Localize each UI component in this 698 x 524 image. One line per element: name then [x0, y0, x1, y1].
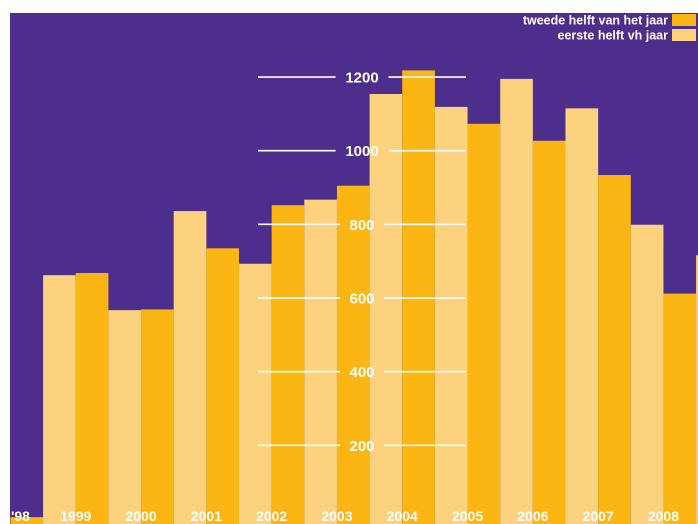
bar-second-half-7 [467, 123, 501, 524]
bar-second-half-10 [663, 293, 697, 524]
y-tick-label-0: 200 [349, 438, 374, 455]
bar-second-half-6 [402, 70, 435, 524]
legend-swatch-first-half [672, 29, 696, 41]
y-tick-label-5: 1200 [345, 70, 378, 87]
x-tick-label-10: 2008 [648, 508, 679, 524]
x-tick-label-9: 2007 [583, 508, 614, 524]
bar-second-half-1 [75, 272, 109, 524]
bar-first-half-10 [630, 224, 664, 524]
x-tick-label-8: 2006 [517, 508, 548, 524]
y-tick-label-2: 600 [349, 291, 374, 308]
x-tick-label-2: 2000 [125, 508, 156, 524]
bar-first-half-3 [173, 211, 207, 524]
bar-first-half-2 [108, 310, 142, 524]
y-tick-label-4: 1000 [345, 143, 378, 160]
bar-first-half-4 [239, 263, 272, 524]
bar-first-half-7 [434, 106, 468, 524]
bar-second-half-9 [598, 175, 631, 524]
bar-second-half-2 [141, 309, 174, 524]
y-axis: 200 400 600 800 1000 1200 [258, 70, 466, 455]
x-tick-label-6: 2004 [387, 508, 418, 524]
legend-swatch-second-half [672, 14, 696, 26]
x-tick-label-4: 2002 [256, 508, 287, 524]
bar-second-half-5 [336, 185, 370, 524]
legend-label-second-half: tweede helft van het jaar [523, 14, 668, 28]
bar-first-half-5 [304, 199, 337, 524]
bar-second-half-4 [271, 205, 305, 524]
legend-label-first-half: eerste helft vh jaar [558, 29, 669, 43]
x-tick-label-7: 2005 [452, 508, 483, 524]
bar-second-half-0 [10, 517, 44, 524]
x-tick-label-0: '98 [11, 508, 30, 524]
x-tick-label-3: 2001 [191, 508, 222, 524]
x-tick-label-1: 1999 [60, 508, 91, 524]
bar-first-half-6 [369, 93, 403, 524]
bar-second-half-8 [532, 140, 566, 524]
bars-group [10, 70, 698, 524]
bar-first-half-11 [696, 255, 698, 524]
bar-first-half-9 [565, 108, 599, 524]
bar-first-half-1 [43, 275, 76, 524]
bar-second-half-3 [206, 248, 239, 524]
x-axis: '98 1999 2000 2001 2002 2003 2004 2005 2006 2007 2… [11, 508, 679, 524]
y-tick-label-3: 800 [349, 217, 374, 234]
x-tick-label-5: 2003 [321, 508, 352, 524]
y-tick-label-1: 400 [349, 364, 374, 381]
bar-first-half-8 [500, 78, 533, 524]
